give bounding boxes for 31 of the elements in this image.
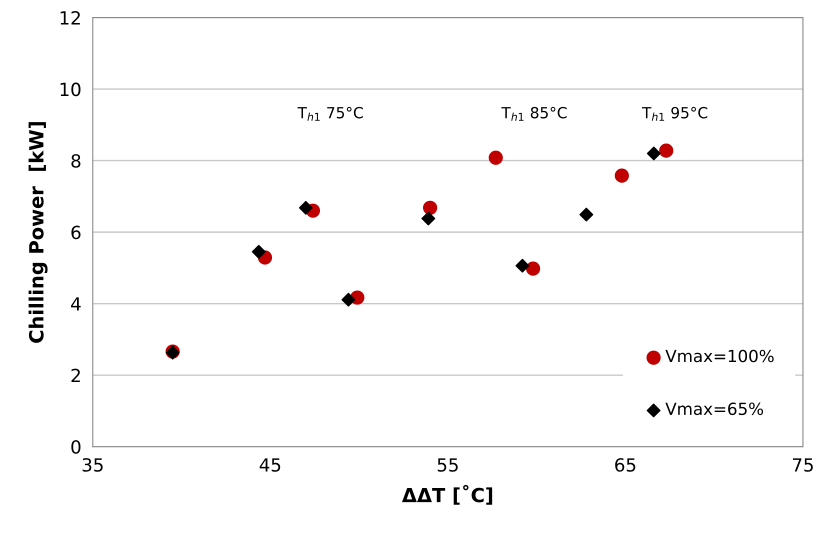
x-tick-label: 35 <box>82 458 103 472</box>
annotation: T$_{h1}$ 95°C <box>642 106 708 121</box>
x-tick-label: 45 <box>260 458 280 472</box>
y-tick-label: 10 <box>60 82 80 96</box>
point <box>579 208 594 222</box>
annotation: T$_{h1}$ 75°C <box>298 106 363 121</box>
point <box>298 200 313 215</box>
y-axis-title: Chilling Power [kW] <box>28 122 48 343</box>
point <box>614 168 629 183</box>
point <box>646 146 661 160</box>
y-tick-label: 6 <box>71 226 81 240</box>
point <box>526 261 540 276</box>
point <box>252 244 266 259</box>
legend-label: Vmax=100% <box>665 350 774 362</box>
y-tick-label: 8 <box>71 154 80 168</box>
x-tick-label: 55 <box>438 458 458 472</box>
point <box>516 258 530 273</box>
y-tick-label: 4 <box>71 297 81 310</box>
point <box>421 212 436 226</box>
y-tick-label: 2 <box>71 368 80 382</box>
point <box>423 200 438 215</box>
point <box>342 292 356 307</box>
x-tick-label: 75 <box>792 458 813 472</box>
x-tick-label: 65 <box>615 458 636 472</box>
point <box>488 150 503 165</box>
point <box>659 144 674 158</box>
legend-label: Vmax=65% <box>665 402 764 416</box>
y-tick-label: 0 <box>71 440 80 454</box>
y-tick-label: 12 <box>60 11 80 24</box>
x-axis-title: ΔΔT [˚C] <box>402 484 492 505</box>
annotation: T$_{h1}$ 85°C <box>501 106 567 121</box>
